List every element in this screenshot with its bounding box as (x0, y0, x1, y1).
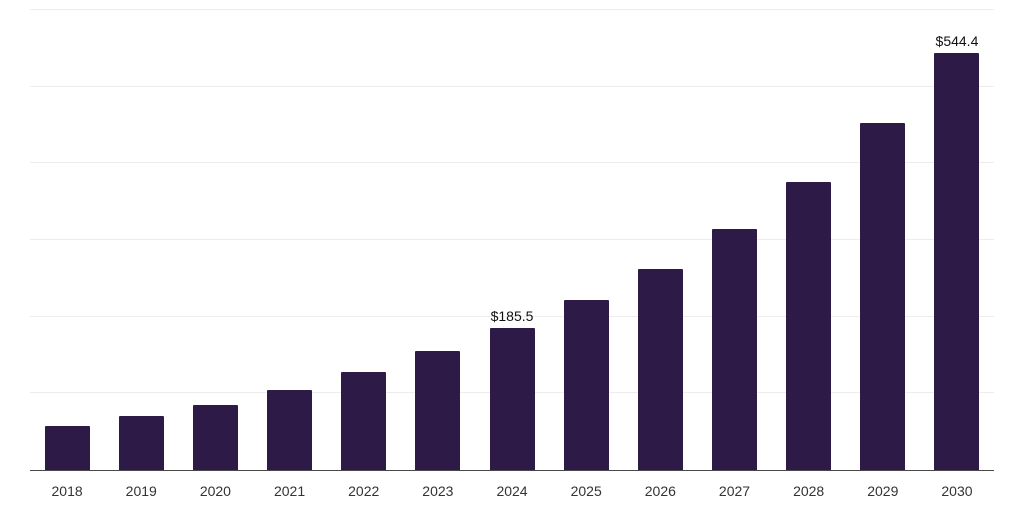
plot-area: $185.5 $544.4 (30, 9, 994, 471)
bar-column-2019 (104, 10, 178, 470)
bar-series: $185.5 $544.4 (30, 10, 994, 470)
bar-2029 (860, 122, 906, 470)
bar-2027 (711, 228, 757, 470)
gridline-500 (30, 85, 994, 87)
bar-column-2022 (327, 10, 401, 470)
x-tick-label-2023: 2023 (422, 483, 454, 499)
x-tick-label-2021: 2021 (273, 483, 306, 499)
bar-column-2030: $544.4 (920, 10, 994, 470)
bar-2023 (415, 351, 461, 470)
bar-column-2020 (178, 10, 252, 470)
x-tick-label-2025: 2025 (570, 483, 602, 499)
bar-2030 (934, 52, 980, 470)
bar-2024 (489, 327, 535, 470)
bar-column-2024: $185.5 (475, 10, 549, 470)
x-tick-label-2018: 2018 (51, 483, 83, 499)
gridline-600 (30, 9, 994, 10)
x-tick-label-2024: 2024 (496, 483, 528, 499)
data-label-2030: $544.4 (935, 32, 979, 49)
gridline-400 (30, 162, 994, 164)
x-tick-label-2028: 2028 (793, 483, 825, 499)
gridline-200 (30, 315, 994, 317)
bar-column-2027 (697, 10, 771, 470)
x-tick-label-2027: 2027 (718, 483, 751, 499)
bar-column-2028 (772, 10, 846, 470)
x-axis: 2018 2019 2020 2021 2022 2023 2024 2025 2026 2027… (30, 471, 994, 511)
bar-2026 (637, 269, 683, 470)
bar-2021 (267, 389, 313, 470)
bar-column-2029 (846, 10, 920, 470)
bar-column-2026 (623, 10, 697, 470)
bar-column-2025 (549, 10, 623, 470)
bar-2018 (44, 425, 90, 470)
bar-column-2023 (401, 10, 475, 470)
x-tick-label-2020: 2020 (199, 483, 231, 499)
x-tick-label-2026: 2026 (644, 483, 676, 499)
bar-column-2021 (252, 10, 326, 470)
x-tick-label-2022: 2022 (348, 483, 380, 499)
gridline-300 (30, 239, 994, 240)
data-label-2024: $185.5 (490, 307, 534, 324)
x-tick-label-2030: 2030 (941, 483, 973, 499)
bar-2019 (118, 416, 164, 470)
bar-2020 (192, 404, 238, 470)
bar-column-2018 (30, 10, 104, 470)
x-tick-label-2019: 2019 (125, 483, 157, 499)
x-tick-label-2029: 2029 (867, 483, 899, 499)
bar-2028 (786, 181, 832, 470)
bar-2022 (341, 371, 387, 470)
bar-2025 (563, 299, 609, 470)
